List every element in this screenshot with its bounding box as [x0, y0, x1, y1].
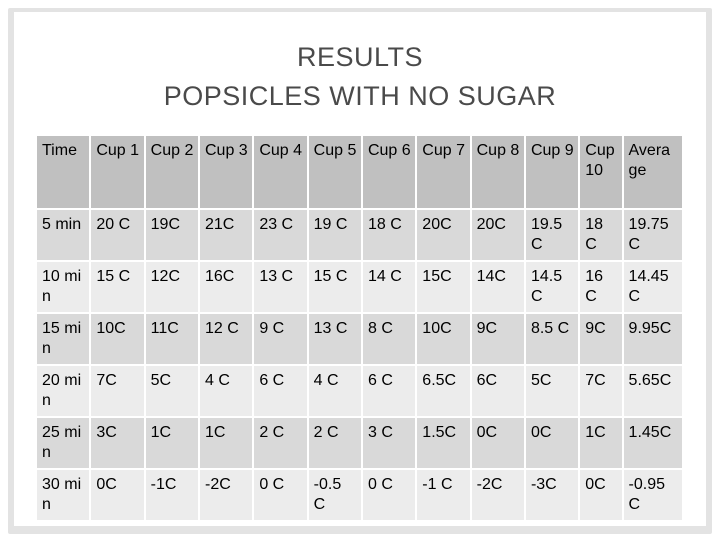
table-cell: 11C [143, 312, 200, 366]
table-cell: 3 C [360, 416, 418, 470]
table-cell: -0.95 C [621, 468, 685, 522]
table-row: 5 min 20 C 19C 21C 23 C 19 C 18 C 20C 20… [34, 208, 685, 262]
table-cell: 0C [523, 416, 581, 470]
table-cell: 13 C [252, 260, 309, 314]
table-cell: 19 C [306, 208, 363, 262]
header-cup-10: Cup 10 [578, 134, 624, 210]
table-cell: 13 C [306, 312, 363, 366]
table-cell: 4 C [306, 364, 363, 418]
table-cell: 5C [143, 364, 200, 418]
table-cell: 10 min [34, 260, 92, 314]
table-cell: -2C [197, 468, 255, 522]
header-cup-9: Cup 9 [523, 134, 581, 210]
table-cell: 15C [415, 260, 472, 314]
table-cell: 19.5 C [523, 208, 581, 262]
table-cell: 20C [469, 208, 526, 262]
table-cell: 21C [197, 208, 255, 262]
table-cell: 25 min [34, 416, 92, 470]
results-table: Time Cup 1 Cup 2 Cup 3 Cup 4 Cup 5 Cup 6… [34, 134, 685, 522]
table-cell: 20 min [34, 364, 92, 418]
table-cell: 20C [415, 208, 472, 262]
table-cell: 6 C [360, 364, 418, 418]
table-cell: 0C [89, 468, 146, 522]
table-cell: 2 C [252, 416, 309, 470]
table-row: 20 min 7C 5C 4 C 6 C 4 C 6 C 6.5C 6C 5C … [34, 364, 685, 418]
table-cell: 8.5 C [523, 312, 581, 366]
table-cell: 1C [578, 416, 624, 470]
table-cell: 2 C [306, 416, 363, 470]
table-cell: 3C [89, 416, 146, 470]
table-cell: 5.65C [621, 364, 685, 418]
table-row: 25 min 3C 1C 1C 2 C 2 C 3 C 1.5C 0C 0C 1… [34, 416, 685, 470]
header-cup-6: Cup 6 [360, 134, 418, 210]
table-cell: 15 C [89, 260, 146, 314]
table-cell: 14.5 C [523, 260, 581, 314]
table-cell: 18 C [578, 208, 624, 262]
table-cell: 6 C [252, 364, 309, 418]
table-cell: -3C [523, 468, 581, 522]
table-cell: 19.75 C [621, 208, 685, 262]
table-cell: 5 min [34, 208, 92, 262]
table-cell: 6.5C [415, 364, 472, 418]
table-cell: 9C [469, 312, 526, 366]
slide-title: RESULTS POPSICLES WITH NO SUGAR [14, 38, 706, 116]
header-cup-3: Cup 3 [197, 134, 255, 210]
table-row: 30 min 0C -1C -2C 0 C -0.5 C 0 C -1 C -2… [34, 468, 685, 522]
table-cell: 1.45C [621, 416, 685, 470]
header-cup-1: Cup 1 [89, 134, 146, 210]
table-cell: 23 C [252, 208, 309, 262]
header-cup-5: Cup 5 [306, 134, 363, 210]
table-cell: 10C [89, 312, 146, 366]
table-cell: 1C [143, 416, 200, 470]
table-cell: -0.5 C [306, 468, 363, 522]
table-cell: 16 C [578, 260, 624, 314]
table-cell: -2C [469, 468, 526, 522]
table-cell: 6C [469, 364, 526, 418]
table-cell: 8 C [360, 312, 418, 366]
table-cell: 1C [197, 416, 255, 470]
table-cell: 9C [578, 312, 624, 366]
table-row: 10 min 15 C 12C 16C 13 C 15 C 14 C 15C 1… [34, 260, 685, 314]
table-cell: 0C [578, 468, 624, 522]
table-cell: 18 C [360, 208, 418, 262]
table-row: 15 min 10C 11C 12 C 9 C 13 C 8 C 10C 9C … [34, 312, 685, 366]
header-cup-8: Cup 8 [469, 134, 526, 210]
table-cell: 0C [469, 416, 526, 470]
table-cell: 15 C [306, 260, 363, 314]
table-cell: 14 C [360, 260, 418, 314]
table-cell: 4 C [197, 364, 255, 418]
table-cell: -1 C [415, 468, 472, 522]
table-cell: -1C [143, 468, 200, 522]
table-cell: 14C [469, 260, 526, 314]
table-cell: 30 min [34, 468, 92, 522]
table-cell: 14.45 C [621, 260, 685, 314]
table-cell: 9 C [252, 312, 309, 366]
table-cell: 12C [143, 260, 200, 314]
header-cup-7: Cup 7 [415, 134, 472, 210]
table-cell: 0 C [360, 468, 418, 522]
header-time: Time [34, 134, 92, 210]
title-line-subtitle: POPSICLES WITH NO SUGAR [163, 81, 557, 111]
header-row: Time Cup 1 Cup 2 Cup 3 Cup 4 Cup 5 Cup 6… [34, 134, 685, 210]
table-cell: 20 C [89, 208, 146, 262]
header-cup-2: Cup 2 [143, 134, 200, 210]
table-cell: 9.95C [621, 312, 685, 366]
table-cell: 7C [578, 364, 624, 418]
table-cell: 15 min [34, 312, 92, 366]
title-line-results: RESULTS [296, 42, 424, 72]
table-cell: 16C [197, 260, 255, 314]
table-cell: 19C [143, 208, 200, 262]
table-cell: 0 C [252, 468, 309, 522]
table-cell: 10C [415, 312, 472, 366]
table-cell: 5C [523, 364, 581, 418]
table-cell: 1.5C [415, 416, 472, 470]
table-cell: 7C [89, 364, 146, 418]
header-average: Average [621, 134, 685, 210]
header-cup-4: Cup 4 [252, 134, 309, 210]
table-cell: 12 C [197, 312, 255, 366]
